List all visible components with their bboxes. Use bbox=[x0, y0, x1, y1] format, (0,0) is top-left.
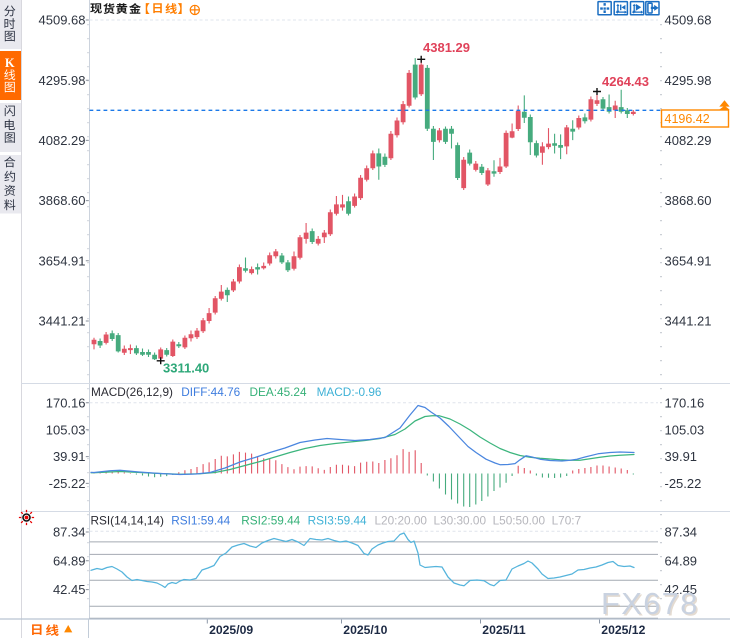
svg-text:2025/09: 2025/09 bbox=[209, 623, 253, 637]
svg-text:3441.21: 3441.21 bbox=[665, 314, 712, 329]
svg-text:105.03: 105.03 bbox=[665, 422, 705, 437]
svg-text:-25.22: -25.22 bbox=[665, 476, 702, 491]
svg-text:FX678: FX678 bbox=[601, 586, 699, 621]
svg-text:DEA:45.24: DEA:45.24 bbox=[250, 385, 307, 399]
svg-text:4264.43: 4264.43 bbox=[602, 74, 649, 89]
svg-text:4082.29: 4082.29 bbox=[665, 133, 712, 148]
svg-text:L20:20.00 L30:30.00 L50:50.0: L20:20.00 L30:30.00 L50:50.00 L70:7 bbox=[375, 514, 582, 528]
svg-text:4509.68: 4509.68 bbox=[665, 13, 712, 28]
svg-text:RSI3:59.44: RSI3:59.44 bbox=[308, 514, 367, 528]
svg-text:4381.29: 4381.29 bbox=[423, 40, 470, 55]
svg-text:42.45: 42.45 bbox=[665, 582, 698, 597]
svg-text:-25.22: -25.22 bbox=[49, 476, 86, 491]
svg-text:87.34: 87.34 bbox=[53, 525, 86, 540]
svg-text:3868.60: 3868.60 bbox=[39, 193, 86, 208]
svg-text:RSI1:59.44: RSI1:59.44 bbox=[171, 514, 230, 528]
svg-text:4509.68: 4509.68 bbox=[39, 13, 86, 28]
svg-text:3654.91: 3654.91 bbox=[39, 253, 86, 268]
svg-text:K: K bbox=[5, 56, 15, 70]
svg-text:RSI(14,14,14): RSI(14,14,14) bbox=[91, 514, 165, 528]
svg-text:4295.98: 4295.98 bbox=[665, 73, 712, 88]
svg-text:2025/12: 2025/12 bbox=[601, 623, 645, 637]
svg-text:4082.29: 4082.29 bbox=[39, 133, 86, 148]
svg-text:39.91: 39.91 bbox=[665, 449, 698, 464]
svg-text:105.03: 105.03 bbox=[46, 422, 86, 437]
svg-text:MACD(26,12,9): MACD(26,12,9) bbox=[91, 385, 173, 399]
svg-text:3441.21: 3441.21 bbox=[39, 314, 86, 329]
svg-text:170.16: 170.16 bbox=[46, 395, 86, 410]
svg-text:3654.91: 3654.91 bbox=[665, 253, 712, 268]
svg-text:64.89: 64.89 bbox=[53, 553, 86, 568]
svg-text:87.34: 87.34 bbox=[665, 525, 698, 540]
svg-text:2025/10: 2025/10 bbox=[343, 623, 387, 637]
svg-text:4196.42: 4196.42 bbox=[665, 112, 710, 126]
svg-text:39.91: 39.91 bbox=[53, 449, 86, 464]
svg-text:64.89: 64.89 bbox=[665, 553, 698, 568]
svg-text:DIFF:44.76: DIFF:44.76 bbox=[181, 385, 240, 399]
svg-text:3868.60: 3868.60 bbox=[665, 193, 712, 208]
svg-text:4295.98: 4295.98 bbox=[39, 73, 86, 88]
svg-text:42.45: 42.45 bbox=[53, 582, 86, 597]
svg-text:170.16: 170.16 bbox=[665, 395, 705, 410]
svg-text:FX678: FX678 bbox=[603, 587, 701, 622]
svg-text:MACD:-0.96: MACD:-0.96 bbox=[317, 385, 382, 399]
svg-text:3311.40: 3311.40 bbox=[163, 360, 209, 375]
svg-text:2025/11: 2025/11 bbox=[482, 623, 526, 637]
svg-text:RSI2:59.44: RSI2:59.44 bbox=[241, 514, 300, 528]
